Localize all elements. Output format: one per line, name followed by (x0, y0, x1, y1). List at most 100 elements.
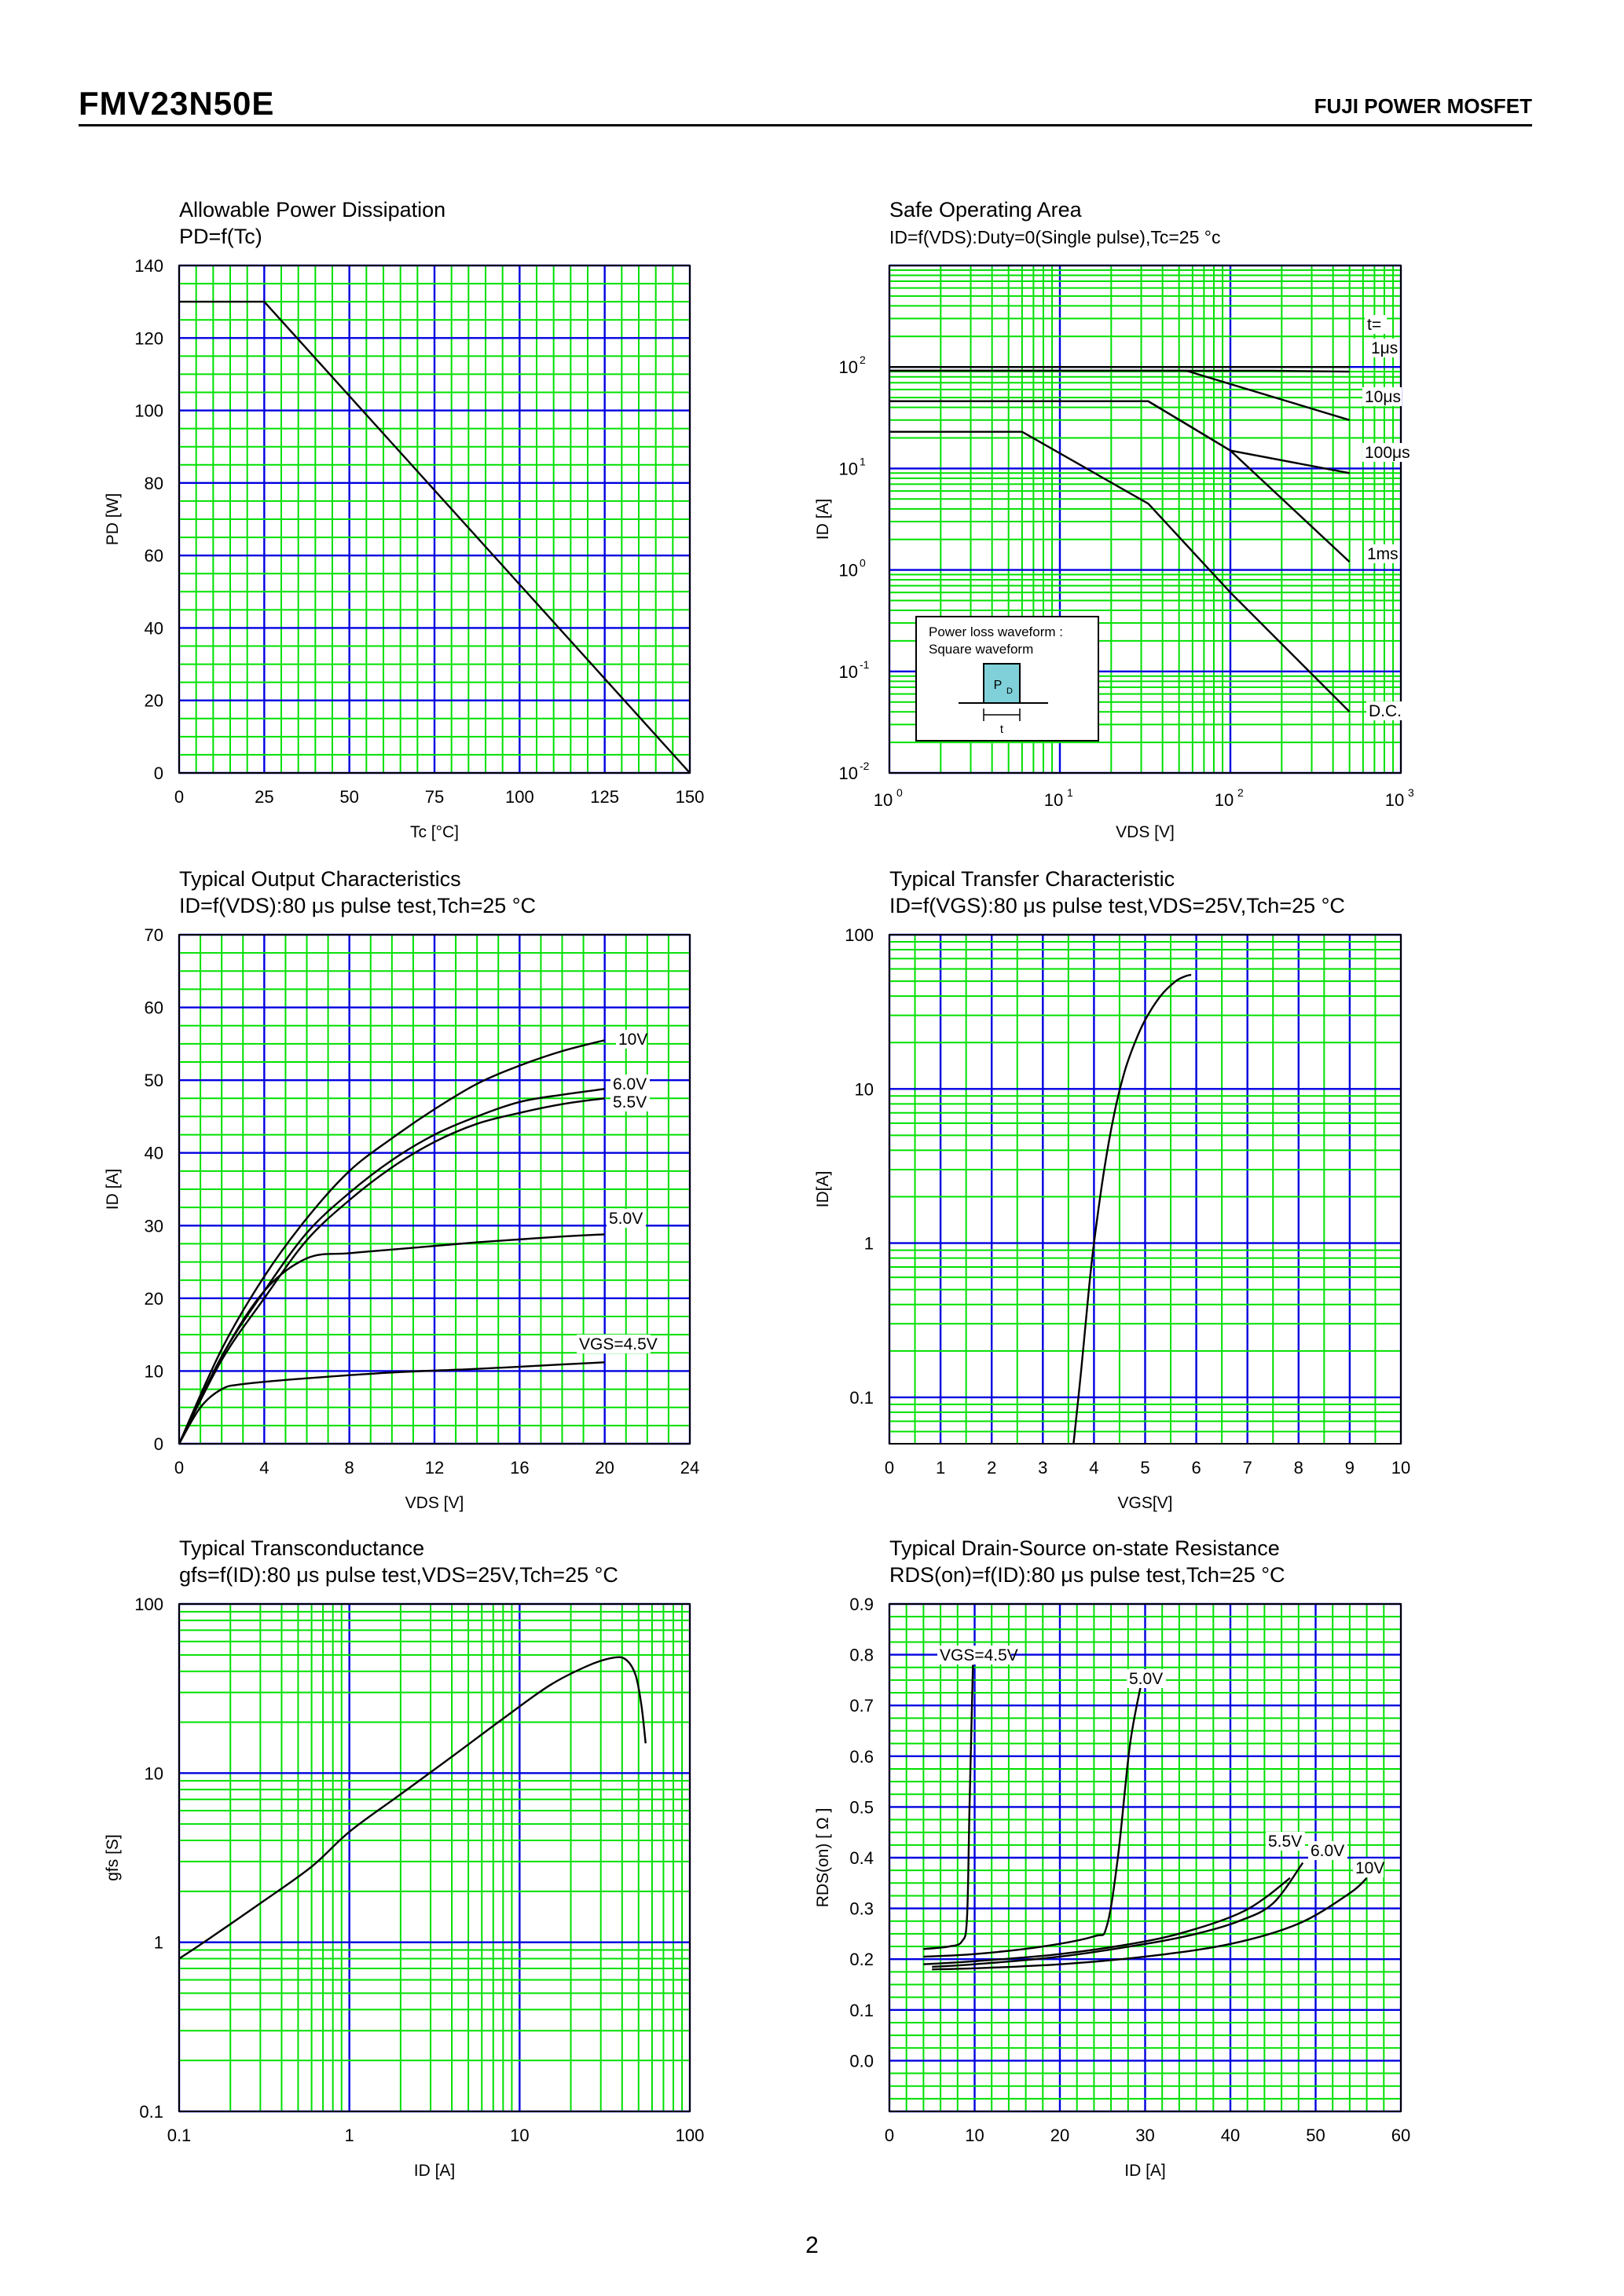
y-tick-label: 0.4 (849, 1848, 874, 1868)
x-axis-label: ID [A] (1124, 2162, 1166, 2180)
x-tick-label: 10 (1215, 790, 1234, 810)
plot-frame (889, 934, 1402, 1445)
y-tick-label: 0.1 (139, 2102, 163, 2122)
x-tick-label: 150 (676, 787, 705, 807)
chart-title: Typical Transconductance (179, 1536, 424, 1560)
series-label-bg (1266, 1832, 1305, 1851)
series-label-bg (616, 1030, 647, 1049)
y-tick-label: 0 (154, 764, 163, 783)
x-tick-label: 125 (590, 787, 619, 807)
y-tick-label: 10 (145, 1763, 163, 1783)
chart-subtitle: gfs=f(ID):80 μs pulse test,VDS=25V,Tch=2… (179, 1563, 618, 1587)
plot-frame (178, 1603, 691, 2112)
y-tick-label: 30 (145, 1216, 163, 1236)
series-label-bg (937, 1646, 1011, 1664)
x-tick-label: 6 (1191, 1458, 1201, 1478)
y-tick-label: 10 (855, 1079, 874, 1099)
y-tick-label: 0.1 (849, 2001, 874, 2020)
series-label: 5.0V (609, 1210, 643, 1228)
chart-title: Safe Operating Area (889, 198, 1083, 222)
series-label-bg (577, 1335, 651, 1353)
x-tick-label: 60 (1391, 2126, 1410, 2145)
y-tick-label: 10 (839, 662, 858, 682)
series-label: 10V (618, 1031, 647, 1049)
x-axis-label: ID [A] (414, 2162, 456, 2180)
y-tick-exponent: 0 (860, 557, 866, 569)
series-label: 10μs (1365, 388, 1401, 406)
x-axis-label: VDS [V] (405, 1494, 464, 1512)
x-tick-label: 12 (425, 1458, 444, 1478)
series-group (179, 1656, 647, 1960)
series-label: VGS=4.5V (579, 1335, 658, 1353)
x-tick-exponent: 3 (1408, 786, 1414, 799)
series-label: 1μs (1371, 339, 1398, 357)
series-label: 6.0V (613, 1075, 647, 1093)
x-tick-label: 10 (1385, 790, 1404, 810)
series-line-60v (932, 1862, 1304, 1968)
x-tick-label: 20 (1050, 2126, 1069, 2145)
x-tick-exponent: 1 (1067, 786, 1073, 799)
series-label: VGS=4.5V (940, 1646, 1018, 1664)
series-line-10s (889, 369, 1351, 421)
series-line-55v (179, 1097, 605, 1444)
y-tick-label: 70 (145, 925, 163, 945)
series-label-bg (1365, 315, 1387, 334)
x-tick-label: 16 (510, 1458, 529, 1478)
series-line-vgs45v (923, 1664, 974, 1950)
x-axis-label: Tc [°C] (410, 823, 459, 841)
y-axis-label: ID[A] (814, 1171, 832, 1208)
plot-frame (889, 265, 1402, 774)
series-label-bg (1127, 1669, 1166, 1688)
y-tick-exponent: 2 (860, 353, 866, 366)
x-tick-label: 10 (1391, 1458, 1410, 1478)
series-label: 5.5V (613, 1093, 647, 1111)
inset-time-label: t (1000, 723, 1004, 736)
x-tick-label: 8 (345, 1458, 354, 1478)
series-label-bg (1362, 443, 1410, 462)
y-tick-exponent: -2 (860, 760, 870, 772)
chart-subtitle: RDS(on)=f(ID):80 μs pulse test,Tch=25 °C (889, 1563, 1285, 1587)
y-tick-label: 120 (134, 328, 163, 348)
series-label: t= (1367, 316, 1381, 334)
series-label: D.C. (1369, 702, 1402, 720)
chart-subtitle: ID=f(VDS):80 μs pulse test,Tch=25 °C (179, 894, 536, 917)
x-tick-label: 0 (174, 1458, 184, 1478)
series-label-bg (610, 1093, 650, 1111)
y-tick-label: 10 (839, 459, 858, 478)
x-tick-label: 30 (1135, 2126, 1154, 2145)
series-group (923, 1664, 1368, 1971)
series-label: 10V (1355, 1859, 1384, 1877)
inset-text-line2: Square waveform (929, 642, 1033, 657)
y-tick-label: 0.1 (849, 1388, 874, 1408)
series-group (1072, 973, 1192, 1444)
x-tick-label: 0 (885, 2126, 894, 2145)
x-tick-label: 10 (874, 790, 893, 810)
x-tick-label: 9 (1345, 1458, 1355, 1478)
x-tick-label: 100 (676, 2126, 705, 2145)
plot-frame (889, 1603, 1402, 2112)
x-tick-label: 0.1 (167, 2126, 192, 2145)
x-tick-label: 1 (936, 1458, 945, 1478)
chart-2: Safe Operating Area ID=f(VDS):Duty=0(Sing… (814, 198, 1414, 841)
y-tick-label: 0.7 (849, 1696, 874, 1716)
y-tick-label: 0 (154, 1434, 163, 1454)
x-tick-exponent: 2 (1237, 786, 1244, 799)
page-title: FMV23N50E (79, 85, 275, 122)
y-axis-label: PD [W] (104, 493, 122, 546)
y-tick-label: 10 (839, 764, 858, 783)
series-line-10v (179, 1039, 605, 1444)
series-label-bg (1362, 387, 1402, 406)
x-tick-label: 4 (1089, 1458, 1098, 1478)
x-tick-label: 25 (255, 787, 273, 807)
series-line-55v (923, 1877, 1291, 1965)
y-tick-label: 50 (145, 1071, 163, 1090)
chart-title: Typical Drain-Source on-state Resistance (889, 1536, 1280, 1560)
chart-subtitle: ID=f(VDS):Duty=0(Single pulse),Tc=25 °c (889, 227, 1220, 247)
series-label: 6.0V (1311, 1842, 1344, 1860)
series-label: 5.0V (1129, 1670, 1163, 1688)
series-line-dc (889, 430, 1351, 713)
series-line-50v (923, 1685, 1142, 1958)
inset-pulse (983, 663, 1021, 704)
y-tick-label: 100 (134, 401, 163, 421)
